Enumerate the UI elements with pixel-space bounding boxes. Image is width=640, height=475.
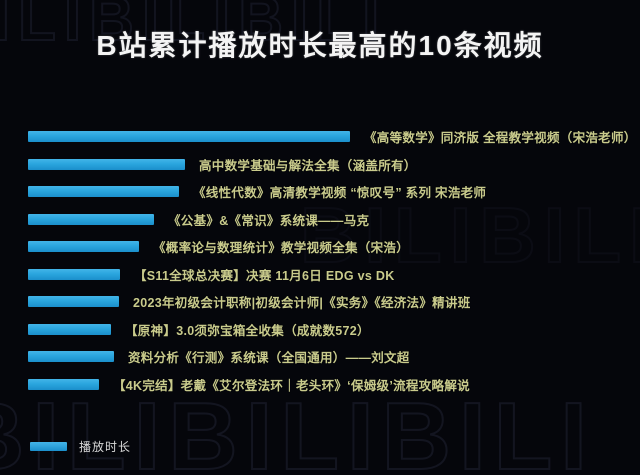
video-title-label: 资料分析《行测》系统课（全国通用）——刘文超 <box>128 351 410 366</box>
video-title-label: 【原神】3.0须弥宝箱全收集（成就数572） <box>125 323 370 338</box>
duration-bar <box>28 296 119 308</box>
chart-row: 【原神】3.0须弥宝箱全收集（成就数572） <box>28 316 637 344</box>
video-title-label: 《概率论与数理统计》教学视频全集（宋浩） <box>153 241 410 256</box>
chart-row: 《公基》&《常识》系统课——马克 <box>28 206 637 234</box>
page-title: B站累计播放时长最高的10条视频 <box>96 30 544 61</box>
duration-bar <box>28 323 111 335</box>
video-title-label: 【S11全球总决赛】决赛 11月6日 EDG vs DK <box>134 268 395 283</box>
duration-bar <box>28 186 179 198</box>
bar-rows: 《高等数学》同济版 全程教学视频（宋浩老师） 高中数学基础与解法全集（涵盖所有） 《… <box>28 123 637 398</box>
video-title-label: 2023年初级会计职称|初级会计师|《实务》《经济法》精讲班 <box>133 296 471 311</box>
duration-bar <box>28 351 114 363</box>
video-title-label: 《公基》&《常识》系统课——马克 <box>168 213 370 228</box>
duration-bar <box>28 131 350 143</box>
duration-bar <box>28 241 139 253</box>
video-title-label: 【4K完结】老戴《艾尔登法环｜老头环》‘保姆级’流程攻略解说 <box>113 378 470 393</box>
video-title-label: 《线性代数》高清教学视频 “惊叹号” 系列 宋浩老师 <box>193 186 487 201</box>
chart-row: 高中数学基础与解法全集（涵盖所有） <box>28 151 637 179</box>
duration-bar <box>28 378 99 390</box>
legend-label: 播放时长 <box>79 440 132 454</box>
chart-row: 《高等数学》同济版 全程教学视频（宋浩老师） <box>28 123 637 151</box>
legend-color-swatch <box>30 442 67 451</box>
video-title-label: 《高等数学》同济版 全程教学视频（宋浩老师） <box>364 131 637 146</box>
bar-chart: 《高等数学》同济版 全程教学视频（宋浩老师） 高中数学基础与解法全集（涵盖所有） 《… <box>28 123 637 398</box>
chart-row: 资料分析《行测》系统课（全国通用）——刘文超 <box>28 343 637 371</box>
chart-row: 【4K完结】老戴《艾尔登法环｜老头环》‘保姆级’流程攻略解说 <box>28 371 637 399</box>
chart-row: 2023年初级会计职称|初级会计师|《实务》《经济法》精讲班 <box>28 288 637 316</box>
video-title-label: 高中数学基础与解法全集（涵盖所有） <box>199 158 417 173</box>
chart-row: 《概率论与数理统计》教学视频全集（宋浩） <box>28 233 637 261</box>
chart-legend: 播放时长 <box>30 438 131 455</box>
chart-row: 《线性代数》高清教学视频 “惊叹号” 系列 宋浩老师 <box>28 178 637 206</box>
duration-bar <box>28 158 185 170</box>
duration-bar <box>28 213 154 225</box>
chart-row: 【S11全球总决赛】决赛 11月6日 EDG vs DK <box>28 261 637 289</box>
duration-bar <box>28 268 120 280</box>
